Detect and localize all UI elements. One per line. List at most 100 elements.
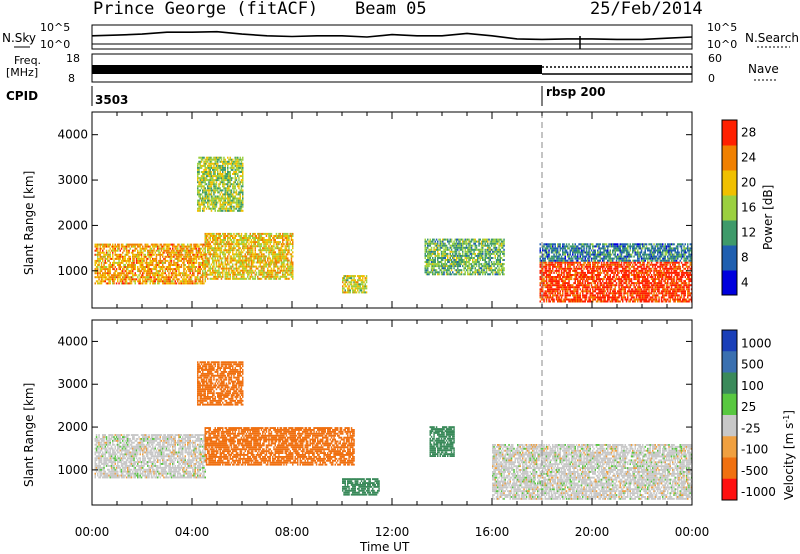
power-cell <box>152 253 154 256</box>
power-cell <box>203 272 205 275</box>
power-cell <box>102 259 104 262</box>
power-cell <box>202 181 204 184</box>
power-cell <box>288 235 290 237</box>
power-cell <box>432 259 434 261</box>
power-cell <box>237 243 239 246</box>
power-cell <box>558 263 560 266</box>
power-cell <box>210 185 213 188</box>
power-cell <box>542 286 544 289</box>
power-cell <box>250 243 253 246</box>
power-cell <box>140 261 143 264</box>
power-cell <box>567 294 569 297</box>
power-cell <box>467 269 469 272</box>
power-cell <box>474 246 476 249</box>
power-cell <box>499 265 501 268</box>
power-cell <box>344 289 346 292</box>
power-cell <box>97 255 99 258</box>
power-cell <box>243 277 245 280</box>
power-cell <box>183 270 185 273</box>
power-cell <box>182 272 184 275</box>
power-cell <box>545 274 548 276</box>
power-cell <box>564 276 566 278</box>
power-cell <box>563 286 565 289</box>
power-cell <box>103 253 105 256</box>
power-cell <box>467 238 469 241</box>
power-cell <box>150 270 153 273</box>
power-cell <box>494 271 496 274</box>
power-cell <box>578 280 580 283</box>
power-cell <box>234 267 236 270</box>
power-cell <box>490 263 493 266</box>
power-cell <box>245 251 248 254</box>
power-cell <box>284 265 286 268</box>
power-cell <box>207 277 209 280</box>
power-cell <box>234 277 236 280</box>
power-cell <box>188 280 190 283</box>
power-cell <box>108 255 110 258</box>
power-cell <box>474 242 476 245</box>
power-cell <box>162 259 164 262</box>
power-cell <box>97 282 99 285</box>
power-cell <box>268 255 270 258</box>
power-cell <box>583 267 585 270</box>
power-cell <box>444 257 446 259</box>
power-cell <box>485 248 488 251</box>
power-cell <box>292 243 294 246</box>
power-cell <box>482 244 484 247</box>
power-cell <box>168 276 170 279</box>
power-cell <box>204 173 206 175</box>
power-cell <box>454 242 456 245</box>
power-cell <box>204 181 206 184</box>
power-cell <box>95 247 98 250</box>
noise-search-label: N.Search <box>745 31 799 45</box>
power-cell <box>560 278 563 281</box>
power-cell <box>194 257 196 260</box>
power-cell <box>189 243 191 246</box>
power-cell <box>214 168 216 171</box>
power-cell <box>290 243 293 246</box>
power-cell <box>168 261 170 264</box>
power-cell <box>118 247 120 250</box>
power-cell <box>588 284 590 287</box>
power-cell <box>190 259 193 262</box>
power-cell <box>235 173 238 175</box>
power-cell <box>594 280 596 283</box>
power-cell <box>427 263 429 266</box>
power-cell <box>212 181 214 184</box>
power-cell <box>240 191 243 194</box>
power-cell <box>260 271 263 274</box>
power-cell <box>143 280 145 283</box>
power-cell <box>167 270 169 273</box>
power-cell <box>250 273 253 276</box>
power-cell <box>577 280 579 283</box>
power-cell <box>439 269 441 272</box>
power-cell <box>120 245 123 248</box>
power-cell <box>233 237 235 239</box>
power-cell <box>164 272 166 275</box>
power-cell <box>162 264 164 266</box>
power-cell <box>442 238 444 241</box>
power-cell <box>437 246 439 249</box>
power-cell <box>228 158 230 161</box>
power-cell <box>495 246 498 249</box>
power-cell <box>144 268 146 271</box>
power-cell <box>459 257 461 259</box>
power-cell <box>277 247 279 250</box>
power-cell <box>270 267 273 270</box>
power-cell <box>197 164 199 167</box>
power-cell <box>218 259 220 262</box>
power-cell <box>289 271 291 274</box>
power-cell <box>254 265 256 268</box>
power-cell <box>118 268 120 271</box>
power-cell <box>234 201 236 204</box>
power-cell <box>258 271 260 274</box>
power-cell <box>239 269 241 272</box>
power-cell <box>232 205 234 208</box>
power-cell <box>238 168 240 171</box>
power-cell <box>454 250 456 253</box>
power-cell <box>284 232 286 235</box>
power-cell <box>365 287 368 290</box>
power-cell <box>220 160 223 163</box>
power-cell <box>175 255 178 258</box>
power-cell <box>437 271 439 274</box>
